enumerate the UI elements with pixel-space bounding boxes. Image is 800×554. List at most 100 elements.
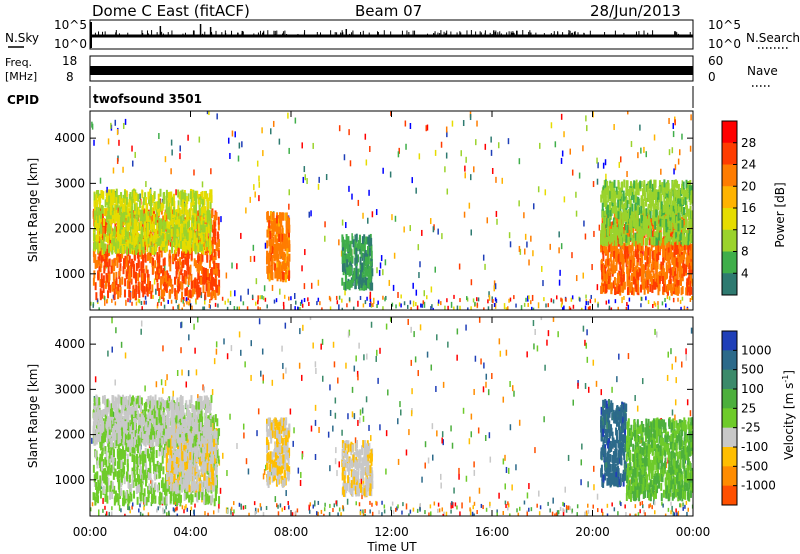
power-cell bbox=[615, 283, 618, 292]
power-cell bbox=[671, 204, 674, 213]
power-cell bbox=[279, 273, 282, 282]
power-cell bbox=[198, 261, 201, 270]
power-cell bbox=[189, 264, 192, 273]
velocity-scatter bbox=[348, 329, 351, 336]
power-ground-echo bbox=[145, 300, 147, 305]
power-cell bbox=[620, 182, 623, 191]
power-cell bbox=[266, 229, 269, 238]
velocity-scatter bbox=[263, 469, 266, 476]
power-cell bbox=[642, 264, 645, 273]
power-cell bbox=[167, 237, 170, 246]
power-scatter bbox=[91, 123, 94, 130]
power-cell bbox=[668, 204, 671, 213]
velocity-scatter bbox=[528, 483, 530, 490]
power-cell bbox=[604, 196, 607, 205]
power-cell bbox=[659, 218, 662, 227]
power-ground-echo bbox=[308, 301, 310, 306]
power-cell bbox=[216, 242, 219, 251]
power-scatter bbox=[469, 114, 472, 121]
power-ground-echo bbox=[299, 301, 302, 306]
power-cell bbox=[624, 199, 627, 208]
power-cell bbox=[213, 266, 216, 275]
power-cell bbox=[107, 290, 110, 299]
power-ground-echo bbox=[129, 298, 131, 303]
power-scatter bbox=[139, 193, 141, 200]
power-cell bbox=[357, 268, 360, 277]
power-cell bbox=[691, 278, 693, 287]
power-cell bbox=[624, 250, 627, 259]
power-cell bbox=[94, 254, 97, 263]
power-scatter bbox=[597, 162, 599, 169]
power-cell bbox=[673, 179, 676, 188]
power-cell bbox=[143, 227, 146, 236]
power-cell bbox=[199, 220, 202, 229]
power-scatter bbox=[201, 181, 204, 188]
power-scatter bbox=[131, 278, 133, 285]
power-cell bbox=[189, 212, 192, 221]
power-scatter bbox=[390, 111, 392, 116]
power-cell bbox=[170, 195, 173, 204]
power-cell bbox=[641, 243, 644, 252]
power-scatter bbox=[256, 160, 259, 167]
power-cell bbox=[107, 282, 110, 291]
power-cell bbox=[659, 271, 662, 280]
power-cell bbox=[186, 249, 189, 258]
velocity-scatter bbox=[546, 339, 548, 346]
power-cell bbox=[619, 261, 622, 270]
power-cell bbox=[160, 289, 163, 298]
power-scatter bbox=[376, 267, 378, 274]
power-cell bbox=[214, 278, 217, 287]
power-ground-echo bbox=[135, 301, 138, 306]
power-cell bbox=[617, 272, 620, 281]
power-ground-echo bbox=[398, 302, 401, 307]
power-ground-echo bbox=[316, 301, 318, 306]
velocity-scatter bbox=[111, 346, 113, 353]
power-cell bbox=[689, 222, 692, 231]
power-cell bbox=[180, 261, 183, 270]
power-cell bbox=[654, 221, 657, 230]
power-cell bbox=[192, 208, 195, 217]
power-cell bbox=[133, 270, 136, 279]
power-scatter bbox=[415, 187, 417, 194]
power-cell bbox=[364, 250, 367, 259]
power-cell bbox=[629, 264, 632, 273]
power-cell bbox=[687, 245, 690, 254]
power-cell bbox=[100, 259, 103, 268]
power-cell bbox=[663, 211, 666, 220]
power-cell bbox=[620, 237, 623, 246]
power-cell bbox=[681, 237, 684, 246]
power-cell bbox=[215, 243, 218, 252]
power-scatter bbox=[470, 279, 473, 286]
power-cell bbox=[175, 292, 178, 301]
power-cell bbox=[142, 261, 145, 270]
power-cell bbox=[105, 253, 108, 262]
power-ground-echo bbox=[555, 295, 558, 300]
power-cell bbox=[127, 248, 130, 257]
power-ground-echo bbox=[329, 297, 332, 302]
power-ground-echo bbox=[251, 294, 254, 299]
power-cell bbox=[279, 261, 282, 270]
power-cell bbox=[183, 237, 186, 246]
power-cell bbox=[683, 246, 686, 255]
power-cell bbox=[209, 229, 212, 238]
power-cell bbox=[674, 179, 677, 188]
power-ground-echo bbox=[587, 301, 589, 306]
power-ground-echo bbox=[106, 298, 109, 303]
power-cell bbox=[688, 227, 691, 236]
power-cell bbox=[616, 278, 619, 287]
velocity-scatter bbox=[414, 356, 417, 363]
power-scatter bbox=[486, 217, 489, 224]
power-scatter bbox=[301, 265, 303, 272]
power-cell bbox=[660, 193, 663, 202]
power-scatter bbox=[637, 152, 639, 159]
power-ground-echo bbox=[160, 301, 162, 306]
power-cell bbox=[142, 268, 145, 277]
power-cell bbox=[270, 245, 273, 254]
power-cell bbox=[212, 220, 215, 229]
power-cell bbox=[162, 223, 165, 232]
power-cell bbox=[679, 277, 682, 286]
power-cell bbox=[362, 243, 365, 252]
power-cell bbox=[678, 210, 681, 219]
velocity-scatter bbox=[435, 385, 437, 392]
velocity-scatter bbox=[681, 361, 683, 368]
